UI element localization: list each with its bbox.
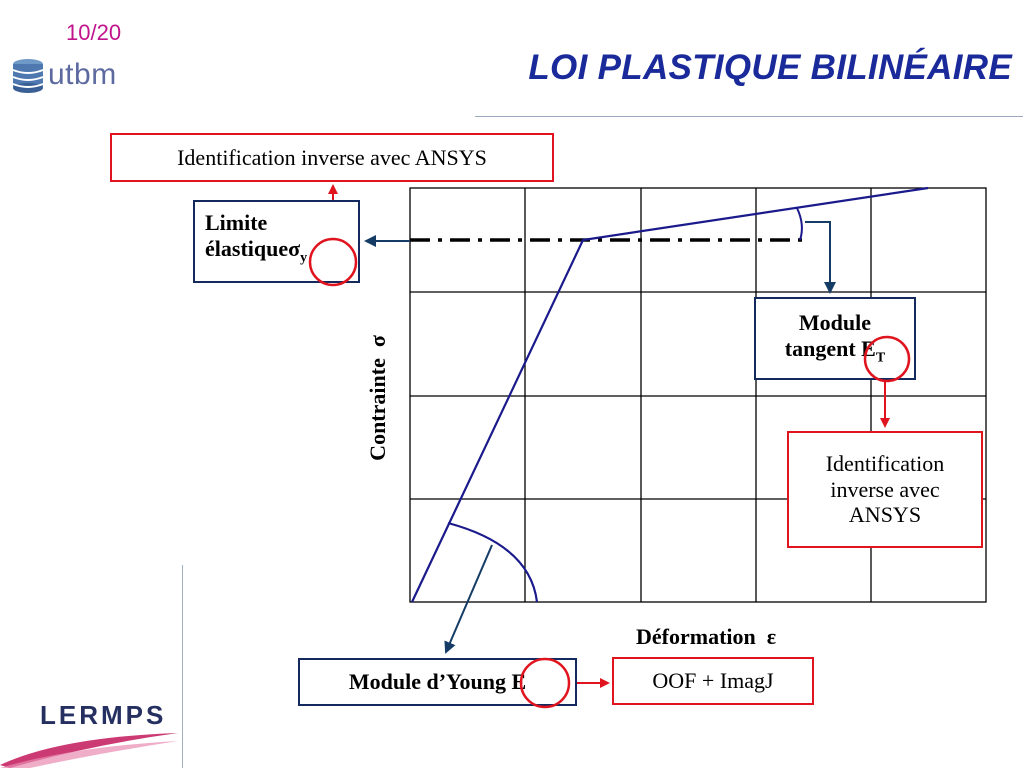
module-young-symbol: E [511,669,527,695]
title-divider [475,116,1023,117]
oof-imagej-box: OOF + ImagJ [612,657,814,705]
limite-elastique-box: Limite élastiqueσy [193,200,360,283]
limite-line2: élastique [205,235,289,261]
lermps-swoosh-icon [0,733,178,768]
axis-y-label-text: Contrainte [365,358,390,461]
axis-y-symbol: σ [365,335,390,348]
module-young-label: Module d’Young [348,669,506,695]
page-number: 10/20 [66,20,122,45]
module-tangent-symbol: E [861,336,876,362]
limite-elastique-text: Limite élastiqueσy [205,210,307,267]
side-divider [182,565,183,768]
utbm-logo-icon [12,59,44,93]
module-tangent-box: Module tangent ET [754,297,916,380]
module-tangent-line1: Module [798,310,872,336]
axis-x-label-text: Déformation [636,624,756,649]
module-tangent-subscript: T [875,350,886,366]
young-modulus-angle-arc [447,521,539,603]
module-tangent-line2: tangent [784,336,856,362]
identification-right-line3: ANSYS [848,502,922,528]
module-young-box: Module d’Young E [298,658,577,706]
plot-grid [409,187,987,603]
oof-imagej-text: OOF + ImagJ [652,668,774,694]
limite-sigma-symbol: σ [288,235,301,261]
identification-top-text: Identification inverse avec ANSYS [177,144,487,170]
identification-right-line1: Identification [825,450,945,476]
axis-y-label: Contrainte σ [365,335,391,461]
module-tangent-text: Module tangent ET [785,310,885,367]
plot-frame [409,187,987,603]
axis-x-label: Déformation ε [636,624,776,650]
module-tangent-line2-wrap: tangent ET [785,336,885,367]
module-young-text: Module d’Young E [349,669,526,695]
identification-top-box: Identification inverse avec ANSYS [110,133,554,182]
identification-right-line2: inverse avec [830,476,940,502]
identification-right-box: Identification inverse avec ANSYS [787,431,983,548]
tangent-modulus-angle-arc [796,207,803,241]
utbm-logo-text: utbm [48,58,117,91]
limite-line2-wrap: élastiqueσy [205,236,307,267]
arrow-young-arc-to-module [444,544,493,654]
axis-x-symbol: ε [766,624,777,649]
limite-line1: Limite [205,210,268,235]
slide-title: LOI PLASTIQUE BILINÉAIRE [528,48,1012,87]
identification-right-text: Identification inverse avec ANSYS [826,451,945,529]
limite-sigma-subscript: y [300,250,308,266]
arrow-tangent-arc-to-module [805,221,836,294]
bilinear-stress-strain-curve [411,186,929,603]
lermps-logo-text: LERMPS [40,700,167,730]
